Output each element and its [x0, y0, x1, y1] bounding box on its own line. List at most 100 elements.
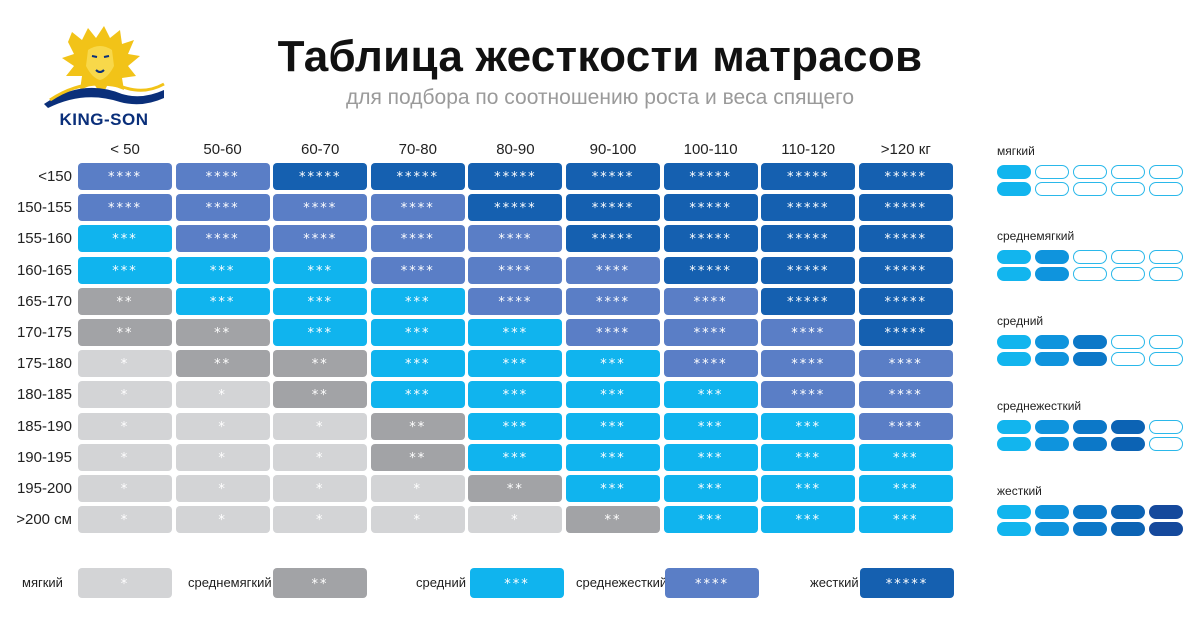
- firmness-cell: *: [175, 443, 270, 471]
- firmness-cell: ***: [761, 506, 856, 534]
- page-title: Таблица жесткости матрасов: [277, 32, 923, 81]
- row-header: 155-160: [16, 230, 72, 248]
- firmness-pill: [1073, 165, 1107, 179]
- firmness-cell: ****: [273, 225, 368, 253]
- legend-swatch: ****: [665, 568, 759, 598]
- firmness-pill: [1149, 267, 1183, 281]
- firmness-pill: [1035, 420, 1069, 434]
- brand-name: KING-SON: [59, 110, 149, 129]
- firmness-cell: *: [175, 412, 270, 440]
- firmness-pill: [1035, 250, 1069, 264]
- firmness-cell: *: [273, 506, 368, 534]
- legend-label: средний: [416, 575, 466, 590]
- firmness-cell: *****: [858, 225, 953, 253]
- firmness-cell: ****: [273, 194, 368, 222]
- firmness-pill: [997, 505, 1031, 519]
- firmness-pill: [1073, 335, 1107, 349]
- firmness-cell: **: [273, 381, 368, 409]
- firmness-pill: [1149, 437, 1183, 451]
- page-subtitle: для подбора по соотношению роста и веса …: [345, 86, 855, 109]
- firmness-cell: *: [78, 412, 172, 440]
- column-header: >120 кг: [880, 141, 931, 158]
- row-header: 190-195: [16, 448, 72, 466]
- firmness-pill: [997, 335, 1031, 349]
- firmness-cell: ****: [78, 163, 172, 190]
- scale-label: мягкий: [997, 144, 1035, 158]
- firmness-cell: ***: [78, 256, 172, 284]
- firmness-cell: *****: [663, 163, 758, 190]
- row-header: 185-190: [16, 417, 72, 435]
- firmness-cell: ****: [566, 319, 660, 346]
- firmness-cell: ***: [468, 412, 563, 440]
- firmness-cell: *****: [566, 163, 660, 190]
- firmness-cell: ****: [566, 287, 660, 315]
- legend-label: среднежесткий: [576, 575, 668, 590]
- legend-label: мягкий: [22, 575, 63, 590]
- firmness-cell: *****: [858, 256, 953, 284]
- firmness-pill: [1073, 250, 1107, 264]
- firmness-cell: ***: [663, 506, 758, 534]
- firmness-cell: **: [370, 443, 465, 471]
- firmness-pill: [1035, 267, 1069, 281]
- firmness-pill: [1111, 505, 1145, 519]
- firmness-cell: *: [78, 443, 172, 471]
- firmness-pill: [1035, 182, 1069, 196]
- firmness-pill: [1111, 267, 1145, 281]
- firmness-cell: *: [78, 350, 172, 378]
- firmness-pill: [1073, 352, 1107, 366]
- firmness-pill: [997, 420, 1031, 434]
- firmness-cell: ***: [175, 256, 270, 284]
- firmness-cell: ***: [566, 350, 660, 378]
- firmness-pill: [1073, 505, 1107, 519]
- firmness-cell: ***: [370, 381, 465, 409]
- firmness-cell: ***: [468, 350, 563, 378]
- legend-swatch: *****: [860, 568, 954, 598]
- firmness-cell: ***: [370, 319, 465, 346]
- firmness-cell: ***: [663, 443, 758, 471]
- firmness-pill: [997, 250, 1031, 264]
- firmness-pill: [1035, 335, 1069, 349]
- firmness-cell: *: [78, 381, 172, 409]
- column-header: 90-100: [589, 141, 637, 158]
- firmness-pill: [1149, 250, 1183, 264]
- firmness-cell: ***: [858, 506, 953, 534]
- firmness-cell: *: [78, 475, 172, 502]
- firmness-cell: ****: [858, 381, 953, 409]
- scale-label: средний: [997, 314, 1044, 328]
- firmness-cell: *: [273, 412, 368, 440]
- firmness-cell: ***: [761, 443, 856, 471]
- firmness-cell: ***: [370, 287, 465, 315]
- firmness-pill: [1111, 352, 1145, 366]
- firmness-cell: *****: [663, 225, 758, 253]
- firmness-cell: *****: [858, 287, 953, 315]
- firmness-cell: *****: [761, 163, 856, 190]
- firmness-pill: [1111, 437, 1145, 451]
- firmness-pill: [1073, 420, 1107, 434]
- firmness-pill: [1073, 267, 1107, 281]
- firmness-cell: ****: [858, 350, 953, 378]
- firmness-pill: [1111, 522, 1145, 536]
- firmness-cell: ***: [566, 475, 660, 502]
- firmness-cell: *****: [468, 194, 563, 222]
- firmness-cell: *: [175, 381, 270, 409]
- firmness-pill: [1149, 420, 1183, 434]
- firmness-cell: ***: [78, 225, 172, 253]
- firmness-pill: [1111, 165, 1145, 179]
- firmness-cell: *****: [663, 194, 758, 222]
- firmness-cell: ****: [663, 319, 758, 346]
- firmness-cell: ***: [761, 475, 856, 502]
- firmness-cell: ****: [761, 381, 856, 409]
- row-header: 195-200: [16, 480, 72, 497]
- firmness-cell: ***: [370, 350, 465, 378]
- firmness-cell: ****: [370, 225, 465, 253]
- firmness-pill: [1111, 420, 1145, 434]
- firmness-cell: *****: [858, 194, 953, 222]
- firmness-cell: *****: [566, 225, 660, 253]
- firmness-cell: ****: [370, 194, 465, 222]
- firmness-pill: [1111, 250, 1145, 264]
- scale-label: среднемягкий: [997, 229, 1075, 243]
- legend-label: среднемягкий: [188, 575, 272, 590]
- firmness-cell: *: [273, 443, 368, 471]
- firmness-cell: *: [468, 506, 563, 534]
- row-header: 165-170: [16, 292, 72, 310]
